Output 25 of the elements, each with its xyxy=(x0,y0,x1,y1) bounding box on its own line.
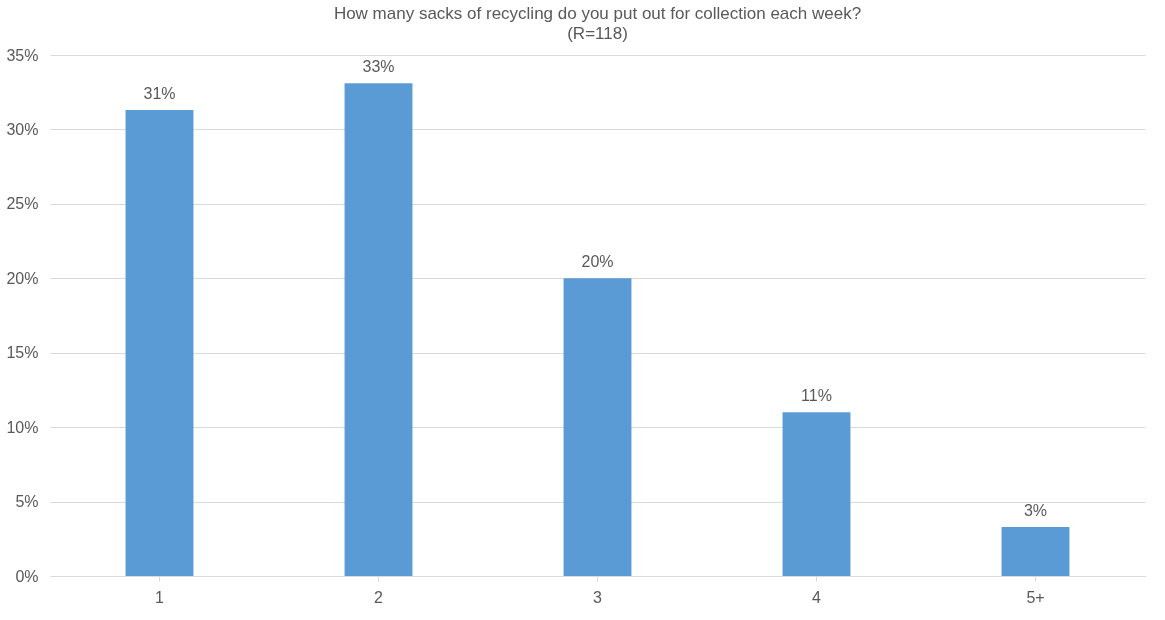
bar xyxy=(782,412,851,576)
y-tick-label: 20% xyxy=(6,269,39,287)
data-label: 11% xyxy=(801,387,832,405)
y-tick-label: 10% xyxy=(6,418,39,436)
bar xyxy=(344,83,413,576)
chart-title: How many sacks of recycling do you put out for collection each week? xyxy=(333,4,862,23)
x-tick-label: 3 xyxy=(593,588,603,606)
y-tick-label: 15% xyxy=(6,344,39,362)
bar xyxy=(125,110,194,576)
data-label: 3% xyxy=(1023,501,1048,519)
data-label: 31% xyxy=(143,85,176,103)
y-tick-label: 30% xyxy=(6,120,39,138)
bar xyxy=(563,278,632,576)
y-tick-label: 25% xyxy=(6,195,39,213)
bar xyxy=(1001,526,1070,576)
y-tick-label: 5% xyxy=(15,493,39,511)
x-tick-label: 5+ xyxy=(1026,588,1045,606)
y-tick-label: 35% xyxy=(6,46,39,64)
y-tick-label: 0% xyxy=(15,567,39,585)
x-tick-label: 1 xyxy=(155,588,165,606)
data-label: 33% xyxy=(362,58,395,76)
data-label: 20% xyxy=(581,253,614,271)
x-tick-label: 2 xyxy=(374,588,384,606)
x-tick-label: 4 xyxy=(812,588,822,606)
chart-subtitle: (R=118) xyxy=(567,24,628,43)
